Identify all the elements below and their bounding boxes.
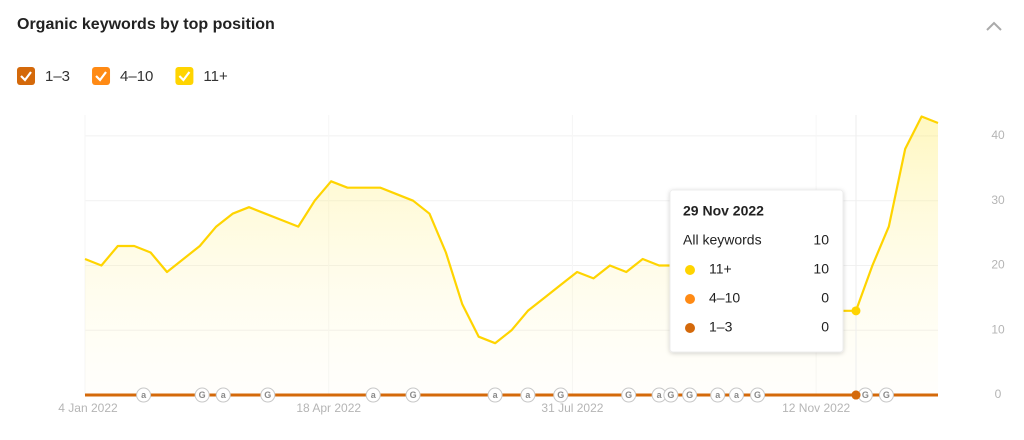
legend-item[interactable]: 11+ bbox=[175, 67, 228, 85]
annotation-marker[interactable] bbox=[750, 387, 766, 403]
annotation-label: G bbox=[883, 390, 890, 400]
annotation-marker[interactable] bbox=[621, 387, 637, 403]
y-tick-label: 20 bbox=[991, 258, 1005, 272]
tooltip-box bbox=[669, 189, 844, 353]
annotation-label: G bbox=[862, 390, 869, 400]
legend-checkbox[interactable] bbox=[92, 67, 111, 85]
tooltip: 29 Nov 2022 All keywords 10 11+ 10 4–10 0 1–3 0 bbox=[669, 189, 844, 353]
annotation-marker[interactable] bbox=[728, 387, 744, 403]
tooltip-series-name: 1–3 bbox=[709, 319, 733, 335]
hover-dot bbox=[851, 390, 861, 400]
hover-dot bbox=[851, 306, 861, 316]
tooltip-total-label: All keywords bbox=[683, 232, 762, 248]
annotation-label: G bbox=[667, 390, 674, 400]
annotation-marker[interactable] bbox=[663, 387, 679, 403]
tooltip-title: 29 Nov 2022 bbox=[683, 203, 764, 219]
annotation-label: G bbox=[625, 390, 632, 400]
y-tick-label: 10 bbox=[991, 322, 1005, 336]
chart-title: Organic keywords by top position bbox=[17, 16, 275, 33]
legend-item[interactable]: 4–10 bbox=[92, 67, 153, 85]
annotation-label: G bbox=[686, 390, 693, 400]
annotation-label: a bbox=[141, 390, 147, 400]
annotation-marker[interactable] bbox=[194, 387, 210, 403]
check-mark bbox=[178, 71, 191, 82]
legend-label: 11+ bbox=[203, 68, 228, 85]
annotation-marker[interactable] bbox=[553, 387, 569, 403]
annotation-marker[interactable] bbox=[136, 387, 152, 403]
legend-label: 1–3 bbox=[45, 68, 70, 85]
annotation-marker[interactable] bbox=[710, 387, 726, 403]
x-tick-label: 18 Apr 2022 bbox=[296, 401, 361, 415]
legend-item[interactable]: 1–3 bbox=[17, 67, 70, 85]
annotation-marker[interactable] bbox=[365, 387, 381, 403]
annotation-label: G bbox=[754, 390, 761, 400]
annotation-marker[interactable] bbox=[520, 387, 536, 403]
annotation-label: a bbox=[493, 390, 499, 400]
tooltip-total: 10 bbox=[813, 232, 829, 248]
annotation-label: a bbox=[715, 390, 721, 400]
tooltip-value: 0 bbox=[821, 290, 829, 306]
tooltip-value: 10 bbox=[813, 261, 829, 277]
annotation-label: a bbox=[371, 390, 377, 400]
annotation-marker[interactable] bbox=[487, 387, 503, 403]
annotation-label: G bbox=[410, 390, 417, 400]
x-tick-label: 12 Nov 2022 bbox=[782, 401, 850, 415]
legend-label: 4–10 bbox=[120, 68, 153, 85]
annotation-label: a bbox=[734, 390, 740, 400]
tooltip-dot bbox=[685, 294, 695, 304]
y-tick-label: 30 bbox=[991, 193, 1005, 207]
tooltip-value: 0 bbox=[821, 319, 829, 335]
annotation-marker[interactable] bbox=[878, 387, 894, 403]
annotation-marker[interactable] bbox=[260, 387, 276, 403]
y-tick-label: 0 bbox=[995, 387, 1002, 401]
tooltip-series-name: 4–10 bbox=[709, 290, 740, 306]
y-tick-label: 40 bbox=[991, 128, 1005, 142]
x-tick-label: 4 Jan 2022 bbox=[58, 401, 118, 415]
annotation-label: a bbox=[657, 390, 663, 400]
tooltip-series-name: 11+ bbox=[709, 261, 732, 277]
annotation-marker[interactable] bbox=[215, 387, 231, 403]
annotation-label: a bbox=[221, 390, 227, 400]
legend-checkbox[interactable] bbox=[17, 67, 35, 85]
annotation-label: G bbox=[199, 390, 206, 400]
legend: 1–3 4–10 11+ bbox=[17, 67, 228, 85]
x-tick-label: 31 Jul 2022 bbox=[541, 401, 603, 415]
collapse-button[interactable] bbox=[986, 21, 1002, 31]
annotation-label: G bbox=[557, 390, 564, 400]
annotation-label: G bbox=[264, 390, 271, 400]
annotation-marker[interactable] bbox=[405, 387, 421, 403]
annotation-marker[interactable] bbox=[682, 387, 698, 403]
tooltip-dot bbox=[685, 265, 695, 275]
annotation-label: a bbox=[525, 390, 531, 400]
tooltip-dot bbox=[685, 323, 695, 333]
check-mark bbox=[95, 71, 107, 82]
legend-checkbox[interactable] bbox=[175, 67, 194, 85]
check-mark bbox=[20, 71, 32, 82]
